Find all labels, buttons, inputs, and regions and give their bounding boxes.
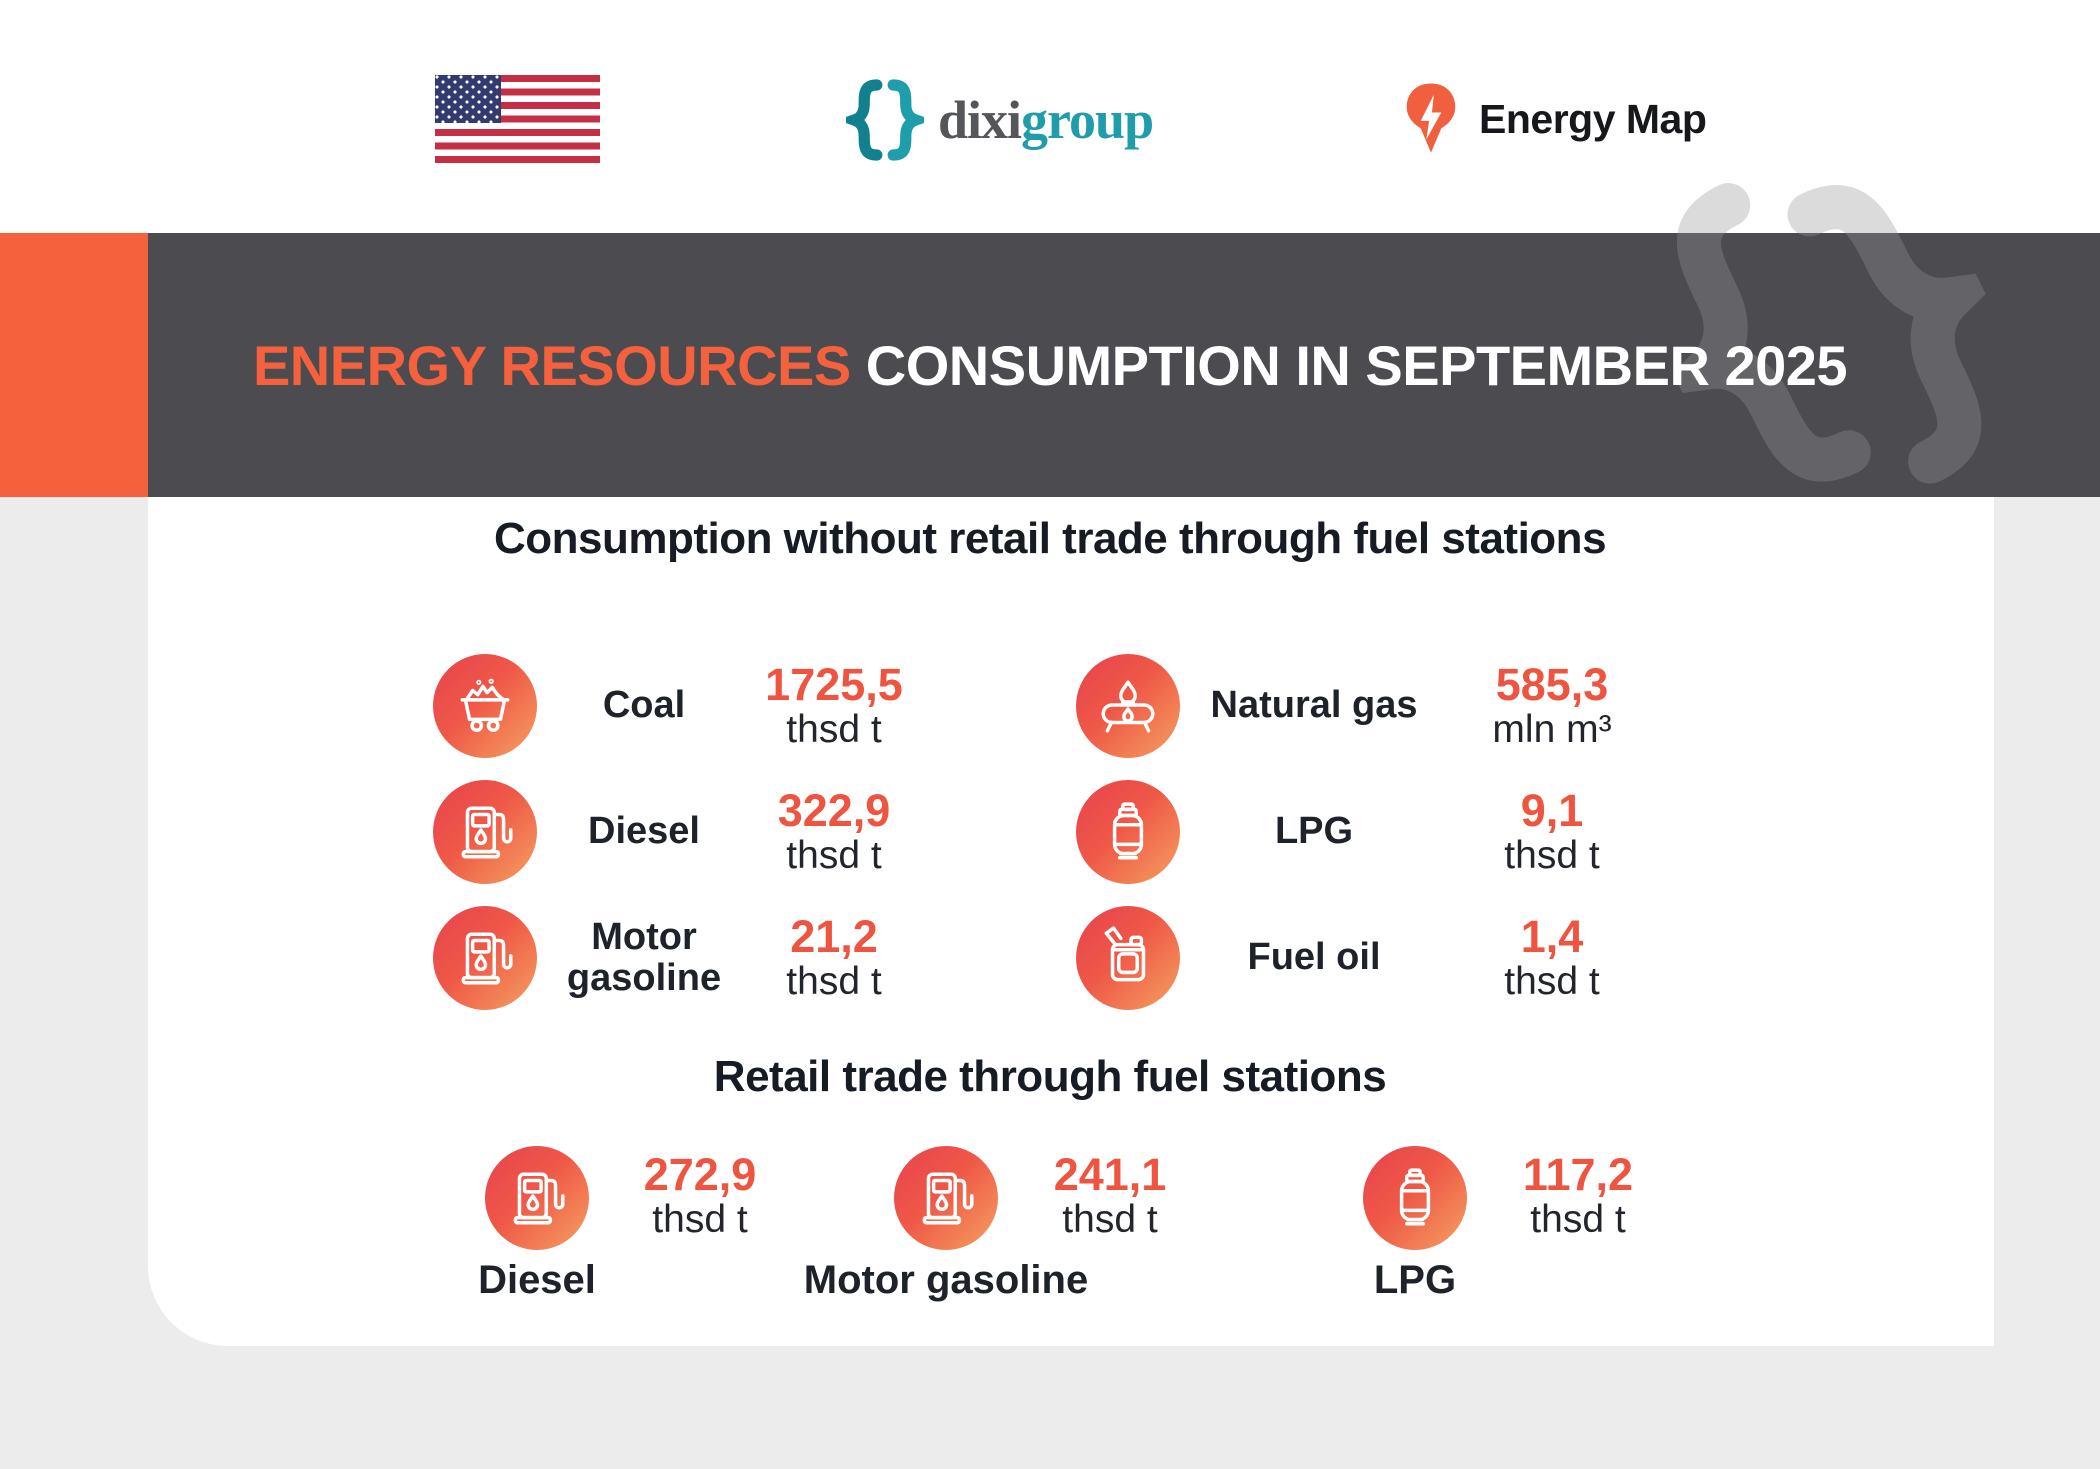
- value-unit: thsd t: [1062, 1198, 1158, 1242]
- energy-map-logo: Energy Map: [1403, 80, 1707, 158]
- banner-accent-block: [0, 233, 148, 497]
- resource-label: Natural gas: [1210, 684, 1418, 727]
- section-heading-without-retail: Consumption without retail trade through…: [493, 514, 1607, 563]
- resource-label: Motor gasoline: [566, 915, 722, 999]
- content-card: [148, 420, 1994, 1346]
- resource-label: Motor gasoline: [803, 1258, 1089, 1302]
- value-number: 9,1: [1520, 784, 1584, 836]
- resource-label: LPG: [1274, 810, 1354, 853]
- dixi-braces-icon: [846, 74, 924, 166]
- us-flag-icon: [435, 75, 600, 163]
- value-number: 21,2: [790, 910, 878, 962]
- value-unit: thsd t: [652, 1198, 748, 1242]
- resource-value: 117,2 thsd t: [1468, 1140, 1688, 1252]
- gas-tank-icon: [1076, 654, 1180, 758]
- value-unit: thsd t: [1530, 1198, 1626, 1242]
- dixigroup-wordmark: dixigroup: [938, 90, 1154, 150]
- resource-label: LPG: [1373, 1258, 1457, 1302]
- banner: ENERGY RESOURCES CONSUMPTION IN SEPTEMBE…: [0, 233, 2100, 497]
- fuel-pump-icon: [433, 780, 537, 884]
- value-number: 585,3: [1495, 658, 1609, 710]
- jerry-can-icon: [1076, 906, 1180, 1010]
- coal-cart-icon: [433, 654, 537, 758]
- title-highlight: ENERGY RESOURCES: [252, 333, 851, 397]
- resource-label: Coal: [602, 684, 686, 727]
- value-unit: thsd t: [1504, 960, 1600, 1004]
- value-unit: thsd t: [1504, 834, 1600, 878]
- gas-cylinder-icon: [1363, 1146, 1467, 1250]
- resource-value: 272,9 thsd t: [590, 1140, 810, 1252]
- value-unit: thsd t: [786, 960, 882, 1004]
- fuel-pump-icon: [433, 906, 537, 1010]
- value-number: 322,9: [777, 784, 891, 836]
- map-pin-lightning-icon: [1403, 81, 1459, 157]
- value-unit: thsd t: [786, 708, 882, 752]
- resource-value: 322,9 thsd t: [724, 772, 944, 892]
- page-title: ENERGY RESOURCES CONSUMPTION IN SEPTEMBE…: [0, 233, 2100, 497]
- resource-value: 1,4 thsd t: [1442, 898, 1662, 1018]
- resource-label: Diesel: [478, 1258, 596, 1302]
- resource-value: 21,2 thsd t: [724, 898, 944, 1018]
- fuel-pump-icon: [894, 1146, 998, 1250]
- resource-label: Fuel oil: [1247, 936, 1381, 979]
- dixigroup-logo: dixigroup: [846, 70, 1154, 170]
- fuel-pump-icon: [485, 1146, 589, 1250]
- value-unit: mln m³: [1492, 708, 1612, 752]
- resource-label: Diesel: [588, 810, 700, 853]
- value-number: 117,2: [1522, 1148, 1634, 1200]
- title-rest: CONSUMPTION IN SEPTEMBER 2025: [850, 333, 1848, 397]
- value-number: 241,1: [1053, 1148, 1167, 1200]
- value-number: 1,4: [1520, 910, 1584, 962]
- resource-value: 9,1 thsd t: [1442, 772, 1662, 892]
- value-unit: thsd t: [786, 834, 882, 878]
- section-heading-retail: Retail trade through fuel stations: [713, 1052, 1387, 1101]
- gas-cylinder-icon: [1076, 780, 1180, 884]
- us-flag-canton: [435, 75, 501, 123]
- value-number: 1725,5: [765, 658, 903, 710]
- energy-map-label: Energy Map: [1479, 95, 1707, 142]
- resource-value: 241,1 thsd t: [1000, 1140, 1220, 1252]
- header-strip: dixigroup Energy Map: [0, 0, 2100, 233]
- resource-value: 1725,5 thsd t: [724, 646, 944, 766]
- value-number: 272,9: [643, 1148, 757, 1200]
- resource-value: 585,3 mln m³: [1442, 646, 1662, 766]
